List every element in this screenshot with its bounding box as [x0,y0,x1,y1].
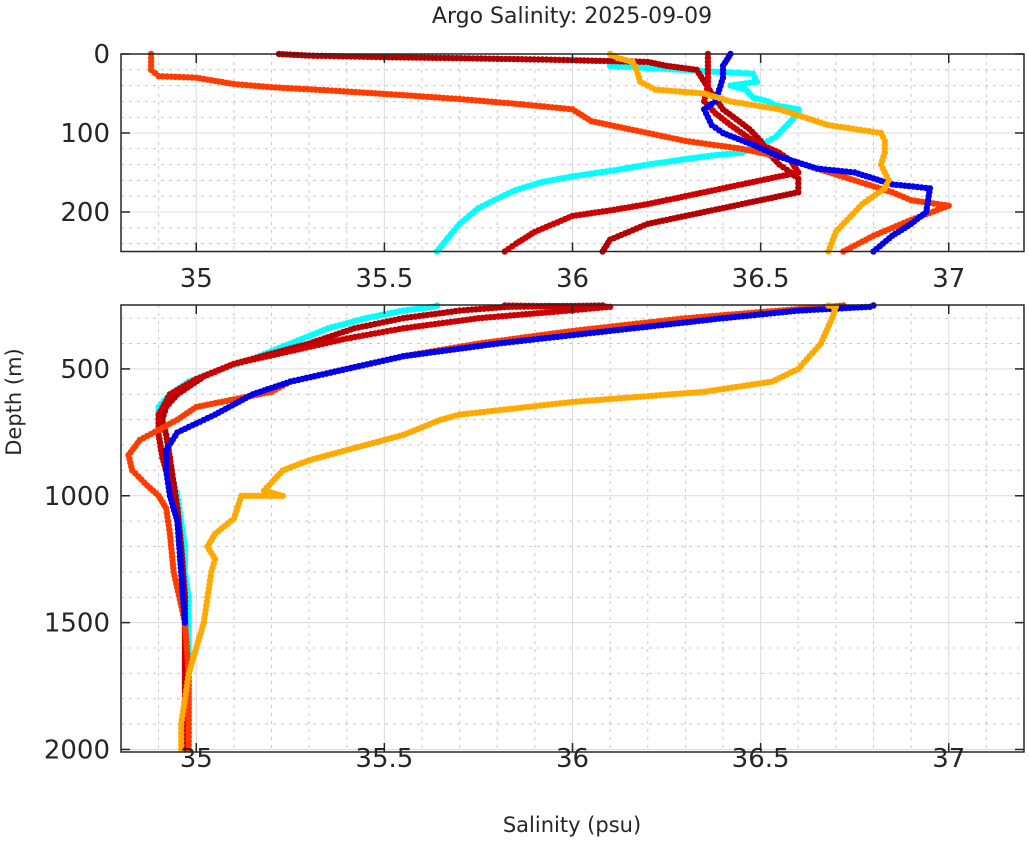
x-axis-label: Salinity (psu) [503,813,641,837]
y-tick-label: 0 [93,40,110,70]
x-tick-label: 35 [180,264,213,294]
y-axis-label: Depth (m) [2,348,26,455]
x-tick-label: 37 [932,264,965,294]
data-point [795,184,802,191]
profile-cyan [433,50,802,255]
data-point [185,746,192,753]
x-tick-label: 36 [556,264,589,294]
data-layer [125,302,877,753]
y-tick-label: 1500 [44,609,110,639]
data-point [795,180,802,187]
profile-cyan [155,302,441,753]
y-tick-label: 1000 [44,482,110,512]
y-tick-label: 100 [60,119,110,149]
y-tick-label: 200 [60,198,110,228]
data-point [795,175,802,182]
x-tick-label: 37 [932,744,965,774]
x-tick-label: 35 [180,744,213,774]
x-tick-label: 35.5 [355,264,413,294]
upper-panel: 35 35.5 36 36.5 37 0 100 200 [60,40,1025,294]
y-tick-label: 500 [60,355,110,385]
profile-orange [178,302,840,753]
data-layer [147,50,952,255]
data-point [178,746,185,753]
data-point [181,619,189,626]
x-tick-label: 36.5 [732,264,790,294]
x-tick-label: 36.5 [732,744,790,774]
profile-blue [701,50,934,255]
x-tick-label: 35.5 [355,744,413,774]
x-tick-label: 36 [556,744,589,774]
y-tick-label: 2000 [44,735,110,765]
profile-blue [163,302,877,626]
lower-panel: 35 35.5 36 36.5 37 500 1000 1500 2000 [44,302,1025,774]
profile-orange [606,50,892,255]
chart-title: Argo Salinity: 2025-09-09 [432,4,712,29]
